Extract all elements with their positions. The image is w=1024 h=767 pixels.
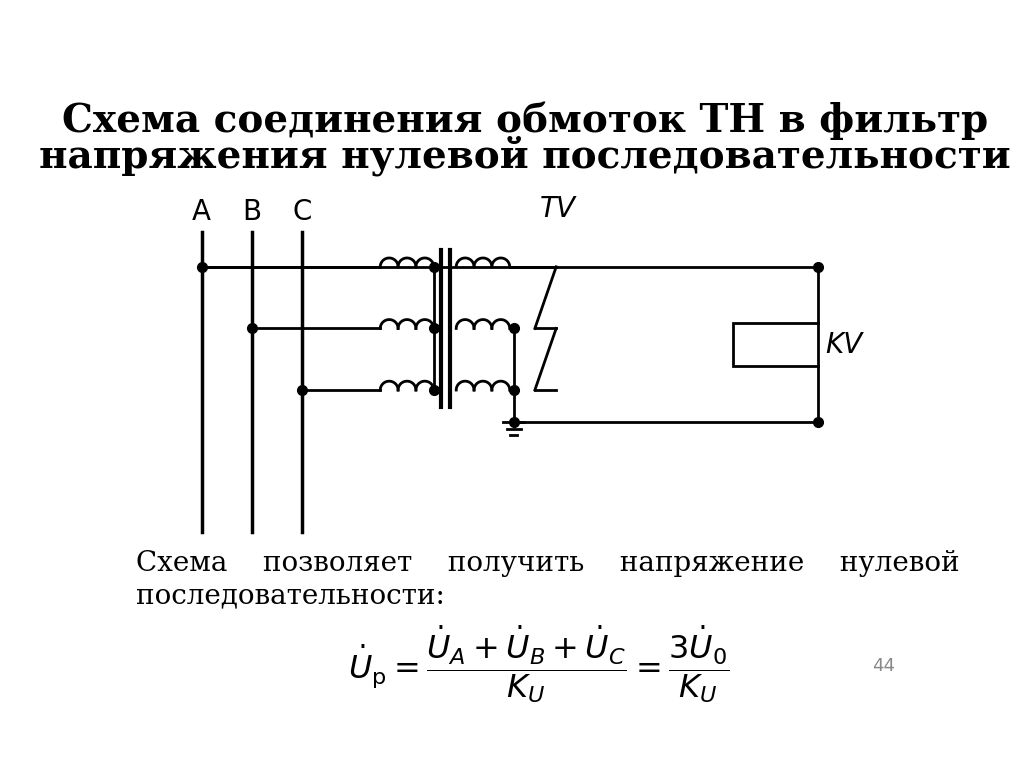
Text: 44: 44 <box>872 657 895 675</box>
Text: TV: TV <box>540 195 577 223</box>
Text: A: A <box>193 198 211 226</box>
Text: C: C <box>293 198 312 226</box>
Text: KV: KV <box>825 331 863 359</box>
Text: Схема    позволяет    получить    напряжение    нулевой: Схема позволяет получить напряжение нуле… <box>136 550 959 578</box>
Text: Схема соединения обмоток ТН в фильтр: Схема соединения обмоток ТН в фильтр <box>61 101 988 140</box>
Text: последовательности:: последовательности: <box>136 582 444 610</box>
Text: $\dot{U}_{\mathrm{р}} = \dfrac{\dot{U}_A + \dot{U}_B + \dot{U}_C}{K_U} = \dfrac{: $\dot{U}_{\mathrm{р}} = \dfrac{\dot{U}_A… <box>348 624 729 705</box>
Text: напряжения нулевой последовательности: напряжения нулевой последовательности <box>39 136 1011 176</box>
Text: B: B <box>243 198 261 226</box>
Bar <box>732 324 818 366</box>
